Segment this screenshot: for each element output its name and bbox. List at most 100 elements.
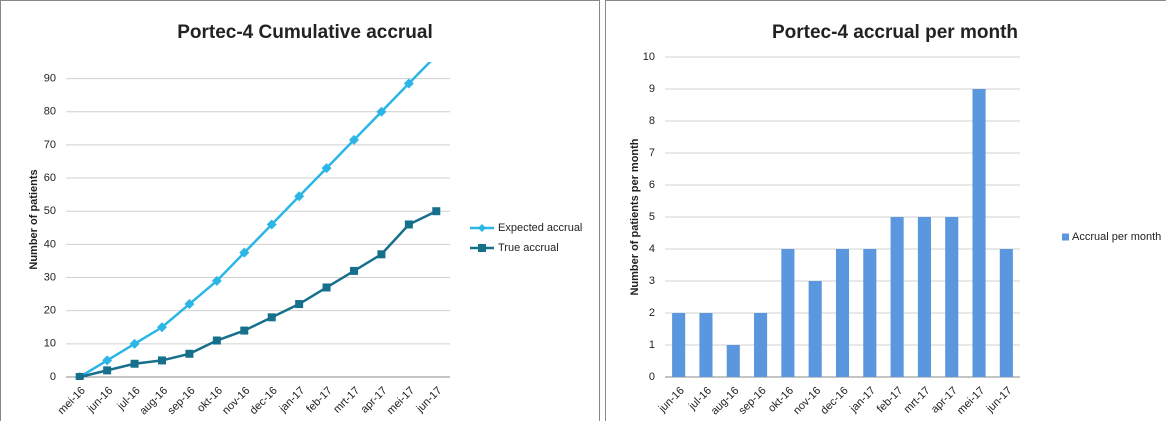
- y-tick-label: 90: [44, 72, 56, 84]
- y-tick-label: 50: [44, 205, 56, 217]
- bar: [754, 313, 768, 377]
- legend-marker: [478, 224, 486, 232]
- x-tick-label: dec-16: [818, 385, 850, 417]
- x-tick-label: okt-16: [195, 385, 225, 415]
- y-tick-label: 7: [649, 147, 655, 159]
- bar: [863, 249, 877, 377]
- y-tick-label: 3: [649, 275, 655, 287]
- bar: [835, 249, 850, 377]
- marker: [185, 349, 194, 358]
- line: [79, 62, 432, 379]
- marker: [157, 322, 167, 333]
- marker: [267, 313, 276, 322]
- y-tick-label: 2: [649, 307, 655, 319]
- marker: [158, 356, 166, 365]
- legend-label: Accrual per month: [1072, 231, 1161, 243]
- x-tick-label: jun-16: [656, 385, 687, 416]
- legend-label: True accrual: [498, 242, 559, 254]
- bar: [726, 345, 740, 377]
- x-tick-label: mei-17: [385, 385, 417, 417]
- marker: [295, 300, 304, 309]
- x-tick-label: dec-16: [248, 385, 280, 417]
- x-tick-label: jun-17: [414, 385, 445, 416]
- frame: [605, 0, 1166, 421]
- x-tick-label: feb-17: [304, 385, 335, 416]
- y-tick-label: 80: [44, 106, 56, 118]
- y-tick-label: 70: [44, 139, 56, 151]
- y-tick-label: 10: [643, 51, 655, 63]
- y-tick-label: 4: [649, 243, 655, 255]
- marker: [322, 283, 331, 292]
- marker: [130, 359, 139, 368]
- x-tick-label: apr-17: [929, 385, 960, 416]
- chart-title: Portec-4 Cumulative accrual: [177, 22, 433, 43]
- y-tick-label: 10: [44, 338, 56, 350]
- x-tick-label: mrt-17: [902, 385, 933, 416]
- y-tick-label: 8: [649, 115, 655, 127]
- x-tick-label: nov-16: [220, 385, 252, 417]
- marker: [349, 134, 359, 145]
- series: [75, 207, 441, 380]
- series: [74, 50, 441, 380]
- marker: [184, 299, 195, 310]
- bar: [808, 281, 822, 377]
- marker: [129, 338, 140, 349]
- x-tick-label: mei-16: [56, 385, 88, 417]
- marker: [376, 106, 387, 117]
- y-axis-label: Number of patients per month: [629, 138, 641, 295]
- marker: [212, 336, 221, 345]
- y-tick-label: 40: [44, 238, 56, 250]
- frame: [0, 0, 600, 421]
- y-tick-label: 0: [649, 371, 655, 383]
- marker: [321, 163, 332, 174]
- y-tick-label: 9: [649, 83, 655, 95]
- marker: [350, 266, 358, 275]
- y-tick-label: 1: [649, 339, 655, 351]
- bar: [890, 217, 904, 377]
- bar: [672, 313, 686, 377]
- x-tick-label: feb-17: [875, 385, 906, 416]
- y-tick-label: 30: [44, 271, 56, 283]
- y-tick-label: 0: [50, 371, 56, 383]
- bar: [781, 249, 795, 377]
- line: [79, 210, 437, 379]
- x-tick-label: sep-16: [736, 385, 768, 417]
- x-tick-label: sep-16: [165, 385, 197, 417]
- legend-swatch: [1062, 233, 1069, 241]
- marker: [266, 219, 277, 230]
- bar: [917, 217, 931, 377]
- marker: [431, 50, 441, 60]
- marker: [103, 366, 112, 375]
- x-tick-label: aug-16: [709, 385, 742, 418]
- marker: [404, 220, 413, 229]
- marker: [240, 326, 249, 335]
- y-tick-label: 20: [44, 305, 56, 317]
- x-tick-label: mrt-17: [331, 385, 362, 416]
- y-axis-label: Number of patients: [28, 169, 40, 269]
- x-tick-label: jan-17: [277, 385, 308, 416]
- y-tick-label: 6: [649, 179, 655, 191]
- marker: [294, 191, 305, 202]
- x-tick-label: nov-16: [791, 385, 823, 417]
- bar: [972, 89, 986, 377]
- marker: [432, 207, 441, 216]
- marker: [403, 78, 414, 89]
- x-tick-label: aug-16: [137, 385, 170, 418]
- marker: [75, 373, 84, 380]
- legend-marker: [478, 244, 486, 252]
- x-tick-label: jun-16: [85, 385, 116, 416]
- chart-title: Portec-4 accrual per month: [772, 22, 1018, 43]
- y-tick-label: 5: [649, 211, 655, 223]
- marker: [377, 250, 386, 259]
- y-tick-label: 60: [44, 172, 56, 184]
- x-tick-label: apr-17: [359, 385, 390, 416]
- legend-label: Expected accrual: [498, 222, 582, 234]
- bar: [699, 313, 713, 377]
- marker: [211, 275, 222, 286]
- bar: [945, 217, 959, 377]
- marker: [102, 355, 113, 366]
- x-tick-label: jun-17: [984, 385, 1015, 416]
- x-tick-label: jan-17: [847, 385, 878, 416]
- marker: [239, 247, 250, 258]
